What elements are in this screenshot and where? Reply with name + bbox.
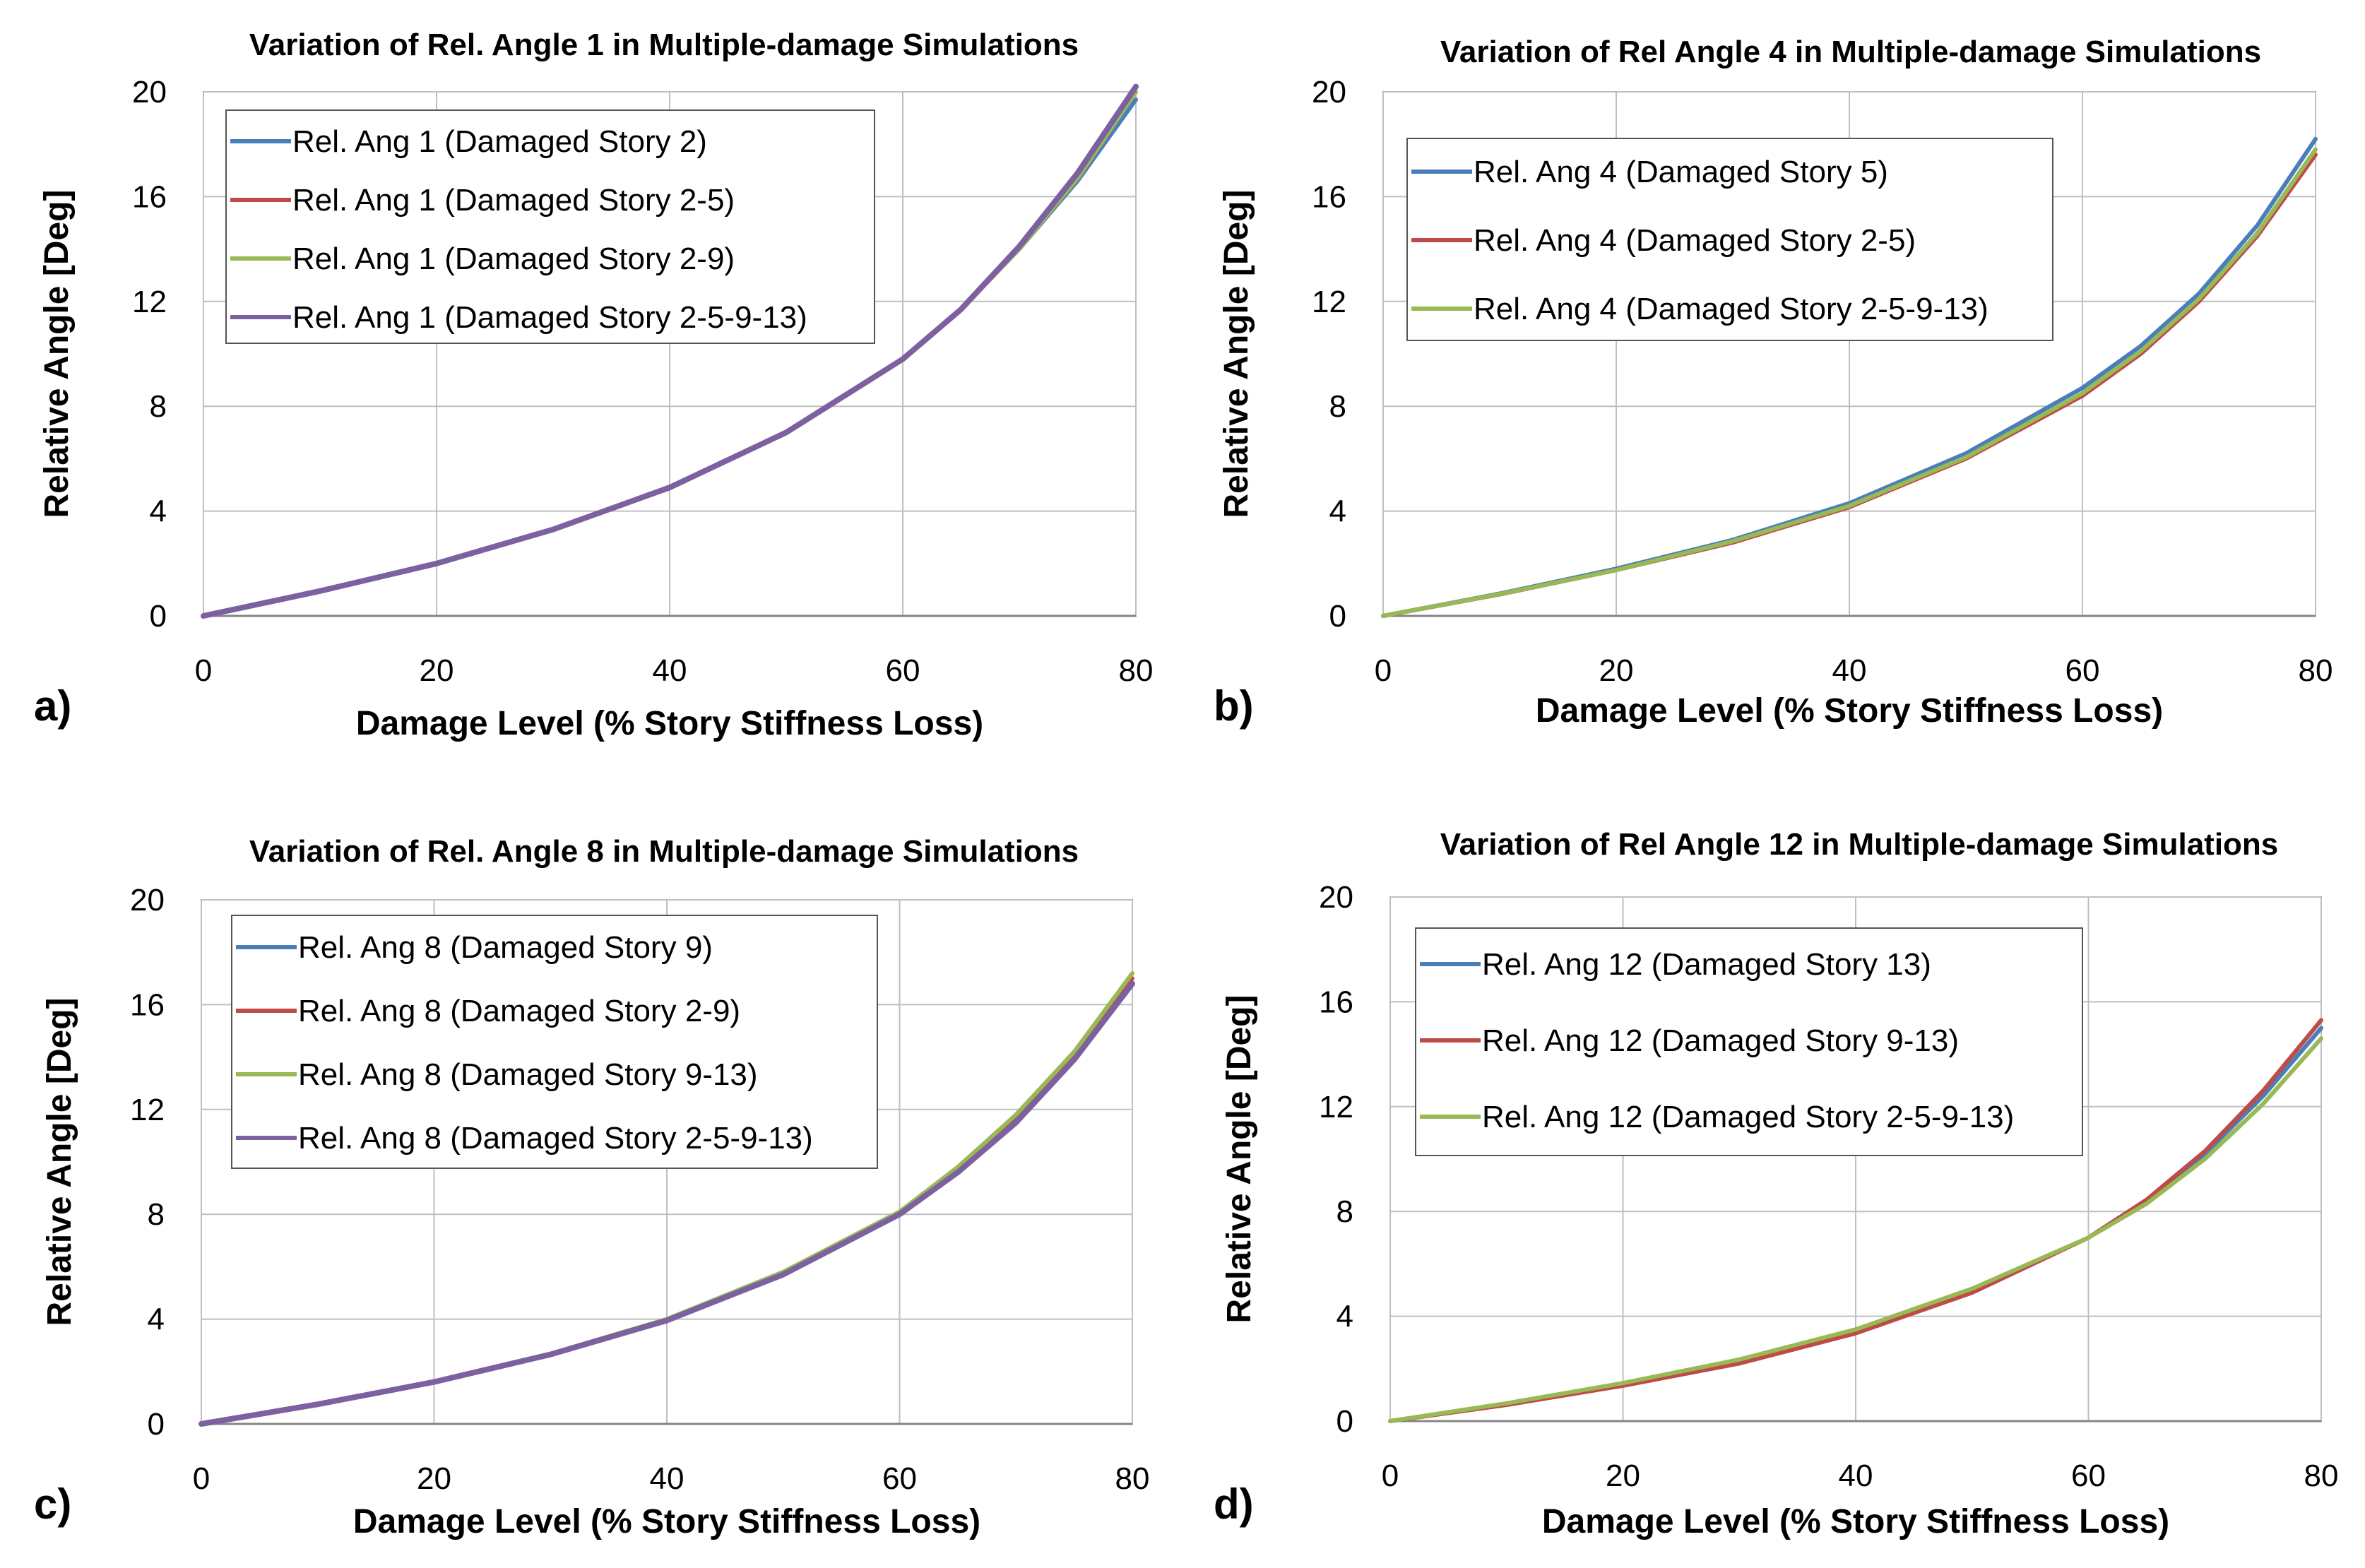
legend: Rel. Ang 4 (Damaged Story 5) Rel. Ang 4 (… xyxy=(1406,138,2053,341)
y-tick-label: 4 xyxy=(148,1302,165,1337)
x-tick-label: 40 xyxy=(1832,653,1867,688)
y-tick-label: 20 xyxy=(1319,880,1353,915)
legend-entry: Rel. Ang 8 (Damaged Story 9-13) xyxy=(298,1057,758,1092)
x-tick-label: 0 xyxy=(1375,653,1392,688)
x-axis-label: Damage Level (% Story Stiffness Loss) xyxy=(1536,692,2163,730)
chart-title: Variation of Rel Angle 4 in Multiple-dam… xyxy=(1440,35,2261,69)
legend: Rel. Ang 8 (Damaged Story 9) Rel. Ang 8 (… xyxy=(231,915,878,1169)
panel-label: b) xyxy=(1214,682,1254,730)
chart-panel-4: 0 4 8 12 16 20 0 20 40 60 80 Variation of Rel Angle… xyxy=(1214,827,2338,1540)
x-tick-label: 40 xyxy=(1839,1459,1873,1493)
legend-entry: Rel. Ang 4 (Damaged Story 2-5) xyxy=(1474,223,1916,258)
legend-entry: Rel. Ang 8 (Damaged Story 2-5-9-13) xyxy=(298,1121,813,1156)
y-tick-label: 0 xyxy=(148,1407,165,1442)
chart-title: Variation of Rel. Angle 8 in Multiple-da… xyxy=(249,834,1079,869)
y-axis-label: Relative Angle [Deg] xyxy=(41,998,78,1326)
x-tick-label: 60 xyxy=(886,653,920,688)
y-tick-label: 4 xyxy=(1336,1300,1353,1334)
series-line-3 xyxy=(1381,147,2318,618)
y-tick-label: 12 xyxy=(1312,285,1346,319)
legend-entry: Rel. Ang 4 (Damaged Story 5) xyxy=(1474,155,1888,189)
legend-entry: Rel. Ang 12 (Damaged Story 13) xyxy=(1482,947,1931,982)
x-tick-label: 80 xyxy=(1119,653,1154,688)
y-tick-label: 16 xyxy=(130,987,165,1022)
series-line-4 xyxy=(201,83,1139,619)
x-axis-label: Damage Level (% Story Stiffness Loss) xyxy=(353,1503,980,1540)
x-axis-label: Damage Level (% Story Stiffness Loss) xyxy=(356,705,983,742)
legend-entry: Rel. Ang 4 (Damaged Story 2-5-9-13) xyxy=(1474,292,1988,326)
y-tick-label: 8 xyxy=(148,1197,165,1232)
legend-box xyxy=(1406,138,2053,341)
legend-entry: Rel. Ang 1 (Damaged Story 2-5-9-13) xyxy=(292,300,807,335)
y-tick-label: 20 xyxy=(130,883,165,917)
chart-panel-3: 0 4 8 12 16 20 0 20 40 60 80 Variation of Rel. Angl… xyxy=(34,834,1149,1540)
legend-entry: Rel. Ang 1 (Damaged Story 2-9) xyxy=(292,242,735,276)
legend-entry: Rel. Ang 1 (Damaged Story 2-5) xyxy=(292,183,735,218)
x-tick-label: 20 xyxy=(417,1461,451,1496)
x-tick-label: 0 xyxy=(1382,1459,1399,1493)
x-axis-label: Damage Level (% Story Stiffness Loss) xyxy=(1542,1503,2169,1540)
y-tick-label: 4 xyxy=(1329,494,1346,529)
x-tick-label: 80 xyxy=(2299,653,2333,688)
x-tick-label: 0 xyxy=(193,1461,210,1496)
legend-entry: Rel. Ang 1 (Damaged Story 2) xyxy=(292,124,707,159)
y-tick-label: 16 xyxy=(132,179,167,214)
x-tick-label: 80 xyxy=(2304,1459,2339,1493)
y-tick-label: 0 xyxy=(1336,1404,1353,1439)
legend: Rel. Ang 1 (Damaged Story 2) Rel. Ang 1 (… xyxy=(225,109,875,344)
x-tick-label: 60 xyxy=(882,1461,917,1496)
x-tick-label: 0 xyxy=(195,653,212,688)
chart-panel-1: 0 4 8 12 16 20 0 20 40 60 80 Variation of Rel. Angl… xyxy=(34,28,1153,742)
series-line-2 xyxy=(1388,1018,2323,1423)
panel-label: c) xyxy=(34,1480,71,1528)
chart-title: Variation of Rel Angle 12 in Multiple-da… xyxy=(1440,827,2279,862)
legend-box xyxy=(225,109,875,344)
x-tick-label: 40 xyxy=(653,653,687,688)
chart-panel-2: 0 4 8 12 16 20 0 20 40 60 80 Variation of Rel Angle… xyxy=(1214,35,2333,730)
chart-title: Variation of Rel. Angle 1 in Multiple-da… xyxy=(249,28,1079,62)
legend: Rel. Ang 12 (Damaged Story 13) Rel. Ang 1… xyxy=(1415,927,2083,1156)
y-axis-label: Relative Angle [Deg] xyxy=(1221,995,1258,1324)
y-tick-label: 12 xyxy=(132,285,167,319)
legend-entry: Rel. Ang 12 (Damaged Story 9-13) xyxy=(1482,1023,1959,1058)
y-axis-label: Relative Angle [Deg] xyxy=(38,190,76,518)
y-tick-label: 8 xyxy=(1336,1194,1353,1229)
y-axis-label: Relative Angle [Deg] xyxy=(1218,190,1255,518)
legend-entry: Rel. Ang 8 (Damaged Story 2-9) xyxy=(298,994,740,1028)
panel-label: d) xyxy=(1214,1480,1254,1528)
legend-entry: Rel. Ang 12 (Damaged Story 2-5-9-13) xyxy=(1482,1100,2014,1134)
panel-label: a) xyxy=(34,682,71,730)
x-tick-label: 20 xyxy=(420,653,454,688)
legend-entry: Rel. Ang 8 (Damaged Story 9) xyxy=(298,930,713,965)
x-tick-label: 60 xyxy=(2065,653,2100,688)
y-tick-label: 0 xyxy=(1329,599,1346,634)
y-tick-label: 12 xyxy=(1319,1090,1353,1124)
y-tick-label: 20 xyxy=(1312,75,1346,109)
y-tick-label: 20 xyxy=(132,75,167,109)
y-tick-label: 16 xyxy=(1319,985,1353,1019)
x-tick-label: 60 xyxy=(2071,1459,2106,1493)
legend-box xyxy=(231,915,878,1169)
y-tick-label: 16 xyxy=(1312,179,1346,214)
legend-box xyxy=(1415,927,2083,1156)
y-tick-label: 4 xyxy=(150,494,167,529)
y-tick-label: 8 xyxy=(150,389,167,424)
series-line-4 xyxy=(198,980,1135,1427)
x-tick-label: 20 xyxy=(1599,653,1634,688)
y-tick-label: 8 xyxy=(1329,389,1346,424)
x-tick-label: 80 xyxy=(1115,1461,1150,1496)
y-tick-label: 0 xyxy=(150,599,167,634)
series-line-3 xyxy=(1388,1036,2323,1423)
x-tick-label: 40 xyxy=(650,1461,684,1496)
y-tick-label: 12 xyxy=(130,1093,165,1127)
x-tick-label: 20 xyxy=(1606,1459,1640,1493)
